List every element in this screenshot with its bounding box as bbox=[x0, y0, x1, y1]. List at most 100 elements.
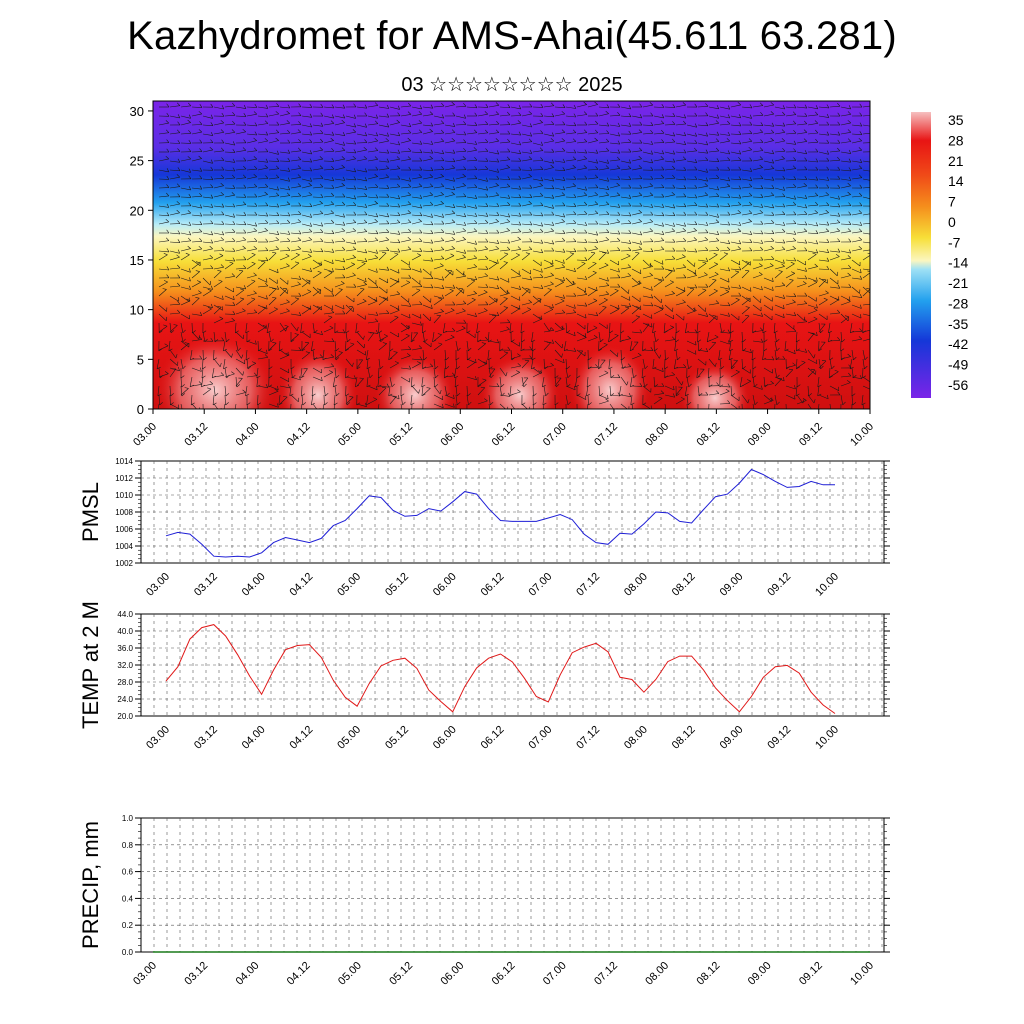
wind-barb bbox=[739, 376, 743, 387]
wind-barb bbox=[290, 240, 301, 243]
wind-barb-feather bbox=[639, 382, 643, 387]
wind-barb-feather bbox=[782, 105, 786, 110]
wind-barb bbox=[840, 250, 851, 254]
wind-barb bbox=[708, 177, 720, 180]
wind-barb bbox=[741, 149, 752, 153]
wind-barb bbox=[444, 268, 454, 276]
precip-frame bbox=[140, 817, 885, 953]
wind-barb-feather bbox=[719, 384, 724, 388]
wind-barb bbox=[488, 340, 499, 344]
wind-barb bbox=[576, 151, 587, 154]
wind-barb-feather bbox=[166, 266, 170, 271]
wind-barb bbox=[719, 133, 730, 136]
wind-barb bbox=[224, 132, 235, 135]
wind-barb-feather bbox=[330, 137, 334, 141]
wind-barb-feather bbox=[660, 120, 665, 124]
wind-barb bbox=[554, 340, 563, 349]
wind-barb-feather bbox=[385, 174, 390, 178]
wind-barb-feather bbox=[860, 304, 862, 309]
wind-barb-feather bbox=[694, 184, 698, 189]
wind-barb bbox=[213, 331, 216, 342]
wind-barb bbox=[257, 295, 268, 300]
wind-barb bbox=[774, 331, 777, 342]
wind-barb-feather bbox=[562, 202, 566, 206]
wind-barb bbox=[664, 177, 676, 180]
precipitation-panel: 0.00.20.40.60.81.0 03.00 03.12 04.00 04.12 0… bbox=[78, 814, 890, 988]
wind-barb bbox=[290, 376, 301, 381]
wind-barb-feather bbox=[723, 252, 728, 255]
wind-barb-feather bbox=[661, 184, 665, 188]
wind-barb-feather bbox=[463, 193, 467, 197]
wind-barb-feather bbox=[727, 302, 731, 306]
wind-barb bbox=[785, 259, 796, 262]
wind-barb-feather bbox=[715, 138, 720, 142]
wind-barb-feather bbox=[518, 112, 522, 116]
wind-barb bbox=[631, 331, 642, 334]
wind-barb-feather bbox=[364, 211, 368, 215]
height-tick-label: 15 bbox=[130, 253, 144, 268]
wind-barb bbox=[323, 259, 334, 264]
wind-barb-feather bbox=[628, 184, 632, 189]
wind-barb-feather bbox=[196, 280, 201, 283]
wind-barb-feather bbox=[407, 210, 412, 214]
wind-barb-feather bbox=[356, 402, 361, 406]
wind-barb bbox=[587, 252, 596, 261]
wind-barb-feather bbox=[683, 176, 687, 181]
wind-barb bbox=[466, 362, 476, 369]
wind-barb bbox=[763, 124, 774, 127]
wind-barb bbox=[818, 268, 830, 270]
precip-xtick-label: 03.00 bbox=[131, 960, 159, 988]
wind-barb bbox=[466, 299, 476, 306]
wind-barb-feather bbox=[769, 397, 774, 401]
wind-barb-feather bbox=[604, 262, 609, 266]
wind-barb bbox=[189, 376, 193, 387]
wind-barb bbox=[840, 375, 851, 378]
wind-barb-feather bbox=[650, 211, 654, 216]
wind-barb-feather bbox=[506, 156, 511, 160]
wind-barb bbox=[191, 214, 202, 217]
wind-barb bbox=[763, 178, 774, 181]
wind-barb bbox=[840, 114, 851, 117]
wind-barb-feather bbox=[837, 121, 841, 126]
wind-barb bbox=[499, 277, 510, 283]
wind-barb bbox=[542, 376, 545, 387]
wind-barb-feather bbox=[550, 102, 555, 106]
wind-barb-feather bbox=[770, 129, 775, 134]
wind-barb-feather bbox=[751, 357, 756, 361]
wind-barb-feather bbox=[672, 314, 674, 319]
wind-barb bbox=[158, 240, 169, 243]
wind-barb-feather bbox=[385, 237, 389, 241]
wind-barb-feather bbox=[397, 149, 401, 154]
wind-barb bbox=[202, 331, 206, 342]
wind-barb bbox=[785, 331, 797, 333]
wind-barb-feather bbox=[287, 177, 290, 182]
wind-barb bbox=[697, 178, 708, 182]
precip-ytick-label: 0.2 bbox=[122, 921, 134, 930]
wind-barb bbox=[345, 340, 347, 352]
wind-barb bbox=[213, 306, 222, 315]
wind-barb-feather bbox=[456, 366, 461, 370]
wind-barb-feather bbox=[782, 221, 786, 226]
wind-barb bbox=[785, 394, 796, 400]
wind-barb bbox=[356, 378, 364, 387]
wind-barb-feather bbox=[551, 148, 555, 153]
wind-barb-feather bbox=[814, 192, 819, 196]
wind-barb bbox=[444, 167, 455, 171]
wind-barb bbox=[378, 385, 389, 388]
wind-barb-feather bbox=[549, 307, 554, 310]
wind-barb-feather bbox=[716, 114, 719, 119]
wind-barb bbox=[202, 187, 214, 189]
wind-barb bbox=[807, 333, 815, 342]
wind-barb bbox=[389, 253, 399, 261]
wind-barb bbox=[752, 132, 763, 135]
wind-barb-feather bbox=[276, 150, 279, 155]
wind-barb bbox=[202, 133, 213, 136]
wind-barb-feather bbox=[810, 368, 815, 371]
wind-barb bbox=[246, 106, 258, 108]
wind-barb-feather bbox=[429, 183, 434, 187]
wind-barb-feather bbox=[793, 176, 797, 180]
wind-barb-feather bbox=[210, 176, 214, 180]
wind-barb-feather bbox=[550, 281, 554, 285]
wind-barb-feather bbox=[353, 168, 357, 173]
wind-barb bbox=[609, 240, 621, 243]
